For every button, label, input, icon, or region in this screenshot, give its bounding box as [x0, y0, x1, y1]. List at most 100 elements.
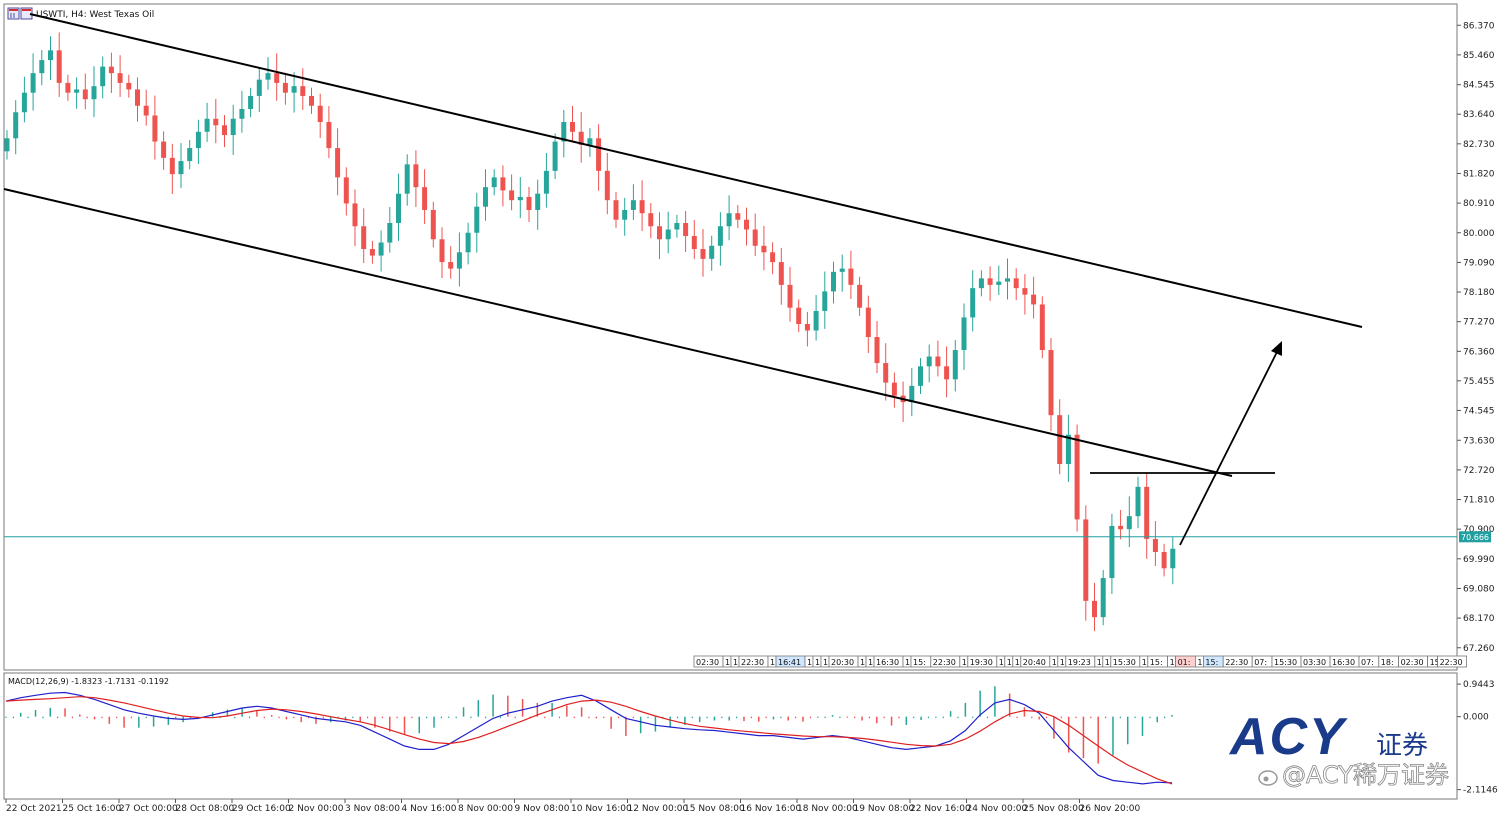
candle-body [1013, 278, 1019, 289]
candle-body [1048, 350, 1054, 416]
candle-body [918, 366, 923, 386]
candle-body [831, 271, 836, 292]
chart-header: USWTI, H4: West Texas Oil [7, 7, 154, 20]
candle-body [1083, 519, 1089, 601]
session-cell-label: 22:30 [1440, 658, 1463, 667]
acy-cn-label: 证券 [1376, 731, 1428, 761]
candle-body [578, 131, 584, 145]
candle-body [161, 141, 167, 158]
candle-body [1161, 551, 1167, 569]
candle-body [326, 122, 332, 149]
session-cell-label: 07: [1254, 658, 1267, 667]
candle-body [944, 366, 950, 380]
candle-body [1022, 288, 1028, 295]
candle-body [744, 219, 749, 230]
price-tick-label: 85.460 [1463, 51, 1495, 61]
candle-body [596, 138, 602, 171]
session-cell-label: 1 [1170, 658, 1175, 667]
candle-body [1092, 600, 1097, 618]
candle-body [187, 148, 193, 162]
session-cell-label: 1 [1007, 658, 1012, 667]
candle-body [665, 229, 671, 240]
candle-body [848, 268, 854, 285]
macd-axis: 0.9443 0.000 -2.1146 [1457, 680, 1498, 796]
candle-body [396, 193, 401, 223]
candle-body [604, 170, 610, 201]
session-cell-label: 1 [807, 658, 812, 667]
candle-body [1100, 578, 1106, 618]
session-cell-label: 22:30 [933, 658, 956, 667]
time-tick-label: 25 Oct 16:00 [63, 804, 122, 814]
session-cell-label: 15:30 [1113, 658, 1136, 667]
candle-body [404, 164, 410, 194]
session-cell-label: 02:30 [1401, 658, 1424, 667]
price-tick-label: 80.910 [1463, 199, 1495, 209]
candle-body [343, 177, 349, 204]
candle-body [422, 187, 428, 210]
macd-header: MACD(12,26,9) -1.8323 -1.7131 -0.1192 [8, 677, 169, 686]
candle-body [300, 86, 306, 96]
candle-body [4, 138, 10, 152]
candle-body [465, 232, 471, 253]
candle-body [474, 206, 480, 233]
macd-tick-label: 0.9443 [1463, 680, 1495, 690]
time-tick-label: 22 Oct 2021 [6, 804, 62, 814]
current-price-label: 70.666 [1461, 533, 1489, 542]
candle-body [509, 190, 515, 201]
session-cell-label: 01: [1178, 658, 1191, 667]
session-cell-label: 1 [1105, 658, 1110, 667]
session-cell-label: 19:30 [970, 658, 993, 667]
candle-body [804, 323, 810, 331]
candle-body [117, 73, 123, 83]
time-tick-label: 28 Oct 08:00 [176, 804, 235, 814]
price-tick-label: 74.545 [1463, 406, 1495, 416]
time-tick-label: 10 Nov 16:00 [571, 804, 632, 814]
session-strip: 02:30 1 1 22:30 1 16:41 1 1 1 20:30 1 1 16:30 1 15: 22:… [693, 655, 1467, 668]
time-tick-label: 16 Nov 16:00 [741, 804, 802, 814]
price-axis: 86.370 85.460 84.545 83.640 82.730 81.820 80.9… [1457, 21, 1495, 654]
price-tick-label: 69.990 [1463, 555, 1495, 565]
session-cell-label: 1 [725, 658, 730, 667]
candle-body [683, 222, 689, 237]
candle-body [239, 108, 245, 119]
candle-body [230, 118, 236, 136]
candle-body [674, 222, 680, 230]
price-tick-label: 82.730 [1463, 140, 1495, 150]
candle-body [1135, 486, 1141, 517]
candle-body [857, 284, 863, 308]
candle-body [691, 236, 697, 250]
candle-body [1065, 434, 1071, 465]
session-cell-label: 15:30 [1274, 658, 1297, 667]
candle-body [1170, 548, 1176, 569]
session-cell-label: 1 [1015, 658, 1020, 667]
price-tick-label: 72.720 [1463, 466, 1495, 476]
candle-body [39, 60, 45, 74]
candle-body [526, 196, 532, 210]
acy-watermark: ACY 证券 @ACY稀万证券 [1228, 708, 1449, 789]
candle-body [248, 95, 254, 109]
candle-body [317, 105, 323, 123]
candle-body [213, 118, 219, 126]
candle-body [613, 200, 619, 220]
candle-body [1109, 525, 1115, 579]
session-cell-label: 02:30 [696, 658, 719, 667]
candle-body [48, 50, 53, 61]
session-cell-label: 1 [1142, 658, 1147, 667]
candle-body [839, 268, 845, 272]
session-cell-label: 1 [860, 658, 865, 667]
candle-body [152, 115, 158, 142]
candle-body [735, 213, 741, 220]
time-tick-label: 4 Nov 16:00 [402, 804, 457, 814]
candle-body [891, 382, 897, 396]
candle-body [143, 105, 149, 116]
session-cell-label: 22:30 [741, 658, 764, 667]
time-tick-label: 2 Nov 00:00 [289, 804, 344, 814]
candle-body [822, 291, 828, 311]
candle-body [13, 112, 19, 139]
candle-body [1031, 294, 1037, 305]
session-cell-label: 1 [1052, 658, 1057, 667]
session-cell-label: 15: [1150, 658, 1163, 667]
candle-body [874, 337, 880, 364]
